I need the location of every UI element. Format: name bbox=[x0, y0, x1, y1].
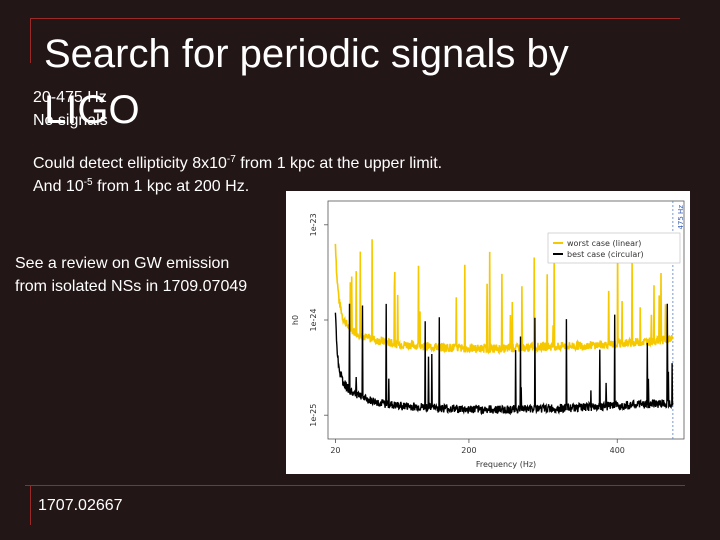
y-axis-label: h0 bbox=[291, 315, 300, 325]
legend-label: worst case (linear) bbox=[567, 239, 641, 248]
y-tick-label: 1e-23 bbox=[309, 213, 318, 236]
frame-left-line bbox=[30, 18, 31, 63]
x-tick-label: 20 bbox=[330, 446, 340, 455]
reference-id: 1707.02667 bbox=[38, 497, 123, 514]
title-line-1: Search for periodic signals by bbox=[44, 32, 569, 76]
review-line-1: See a review on GW emission bbox=[15, 255, 230, 272]
slide-title: Search for periodic signals by LIGO bbox=[44, 26, 569, 138]
frame-left-bottom-line bbox=[30, 485, 31, 525]
series-best-case-line bbox=[334, 303, 674, 416]
y-tick-label: 1e-25 bbox=[309, 404, 318, 427]
review-line-2: from isolated NSs in 1709.07049 bbox=[15, 278, 248, 295]
chart-svg: 20 200 400 1e-23 1e-24 1e-25 Frequency (Hz) h0 4… bbox=[291, 200, 685, 469]
detect-line-2: And 10-5 from 1 kpc at 200 Hz. bbox=[33, 177, 250, 196]
series-worst-case-line bbox=[334, 239, 674, 356]
upper-limit-label: 475 Hz bbox=[677, 205, 685, 230]
frame-bottom-line bbox=[25, 485, 685, 486]
x-axis-label: Frequency (Hz) bbox=[476, 460, 536, 469]
upper-limit-plot: 20 200 400 1e-23 1e-24 1e-25 Frequency (Hz) h0 4… bbox=[286, 191, 690, 474]
x-tick-label: 400 bbox=[610, 446, 625, 455]
x-tick-label: 200 bbox=[461, 446, 476, 455]
y-tick-label: 1e-24 bbox=[309, 308, 318, 331]
title-line-2: LIGO bbox=[44, 88, 140, 132]
no-signals-note: No signals bbox=[33, 112, 108, 129]
detect-line-1: Could detect ellipticity 8x10-7 from 1 k… bbox=[33, 154, 443, 173]
frequency-range: 20-475 Hz bbox=[33, 89, 107, 106]
frame-top-line bbox=[30, 18, 680, 19]
legend-box bbox=[547, 232, 681, 264]
legend-label: best case (circular) bbox=[567, 250, 644, 259]
